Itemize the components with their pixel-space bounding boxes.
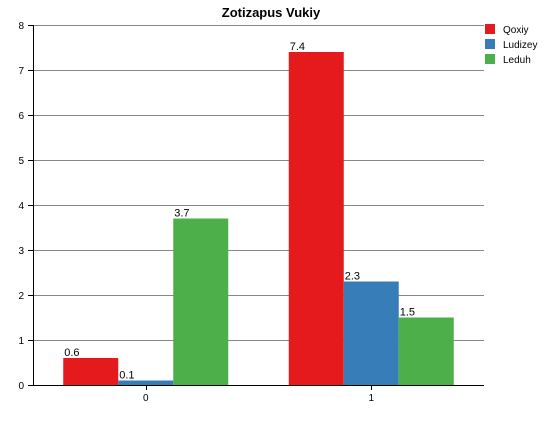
- x-tick-label-1: 1: [368, 393, 374, 404]
- chart-title: Zotizapus Vukiy: [222, 5, 321, 20]
- y-tick-label-5: 5: [18, 156, 24, 167]
- legend-label-qoxiy: Qoxiy: [503, 25, 529, 36]
- data-label-leduh-0: 3.7: [174, 208, 189, 220]
- legend: Qoxiy Ludizey Leduh: [485, 24, 537, 66]
- y-tick-label-3: 3: [18, 246, 24, 257]
- data-labels: 0.6 0.1 3.7 7.4 2.3 1.5: [64, 41, 415, 382]
- y-tick-label-4: 4: [18, 201, 24, 212]
- data-label-leduh-1: 1.5: [400, 307, 415, 319]
- x-tick-label-0: 0: [143, 393, 149, 404]
- bar-leduh-1: [398, 317, 454, 385]
- bar-ludizey-0: [118, 380, 174, 385]
- legend-swatch-ludizey: [485, 39, 495, 49]
- legend-swatch-qoxiy: [485, 24, 495, 34]
- y-tick-label-6: 6: [18, 111, 24, 122]
- data-label-ludizey-1: 2.3: [345, 271, 360, 283]
- bar-qoxiy-0: [63, 358, 119, 385]
- y-tick-label-0: 0: [18, 381, 24, 392]
- y-tick-label-1: 1: [18, 336, 24, 347]
- y-tick-label-2: 2: [18, 291, 24, 302]
- legend-swatch-leduh: [485, 54, 495, 64]
- data-label-ludizey-0: 0.1: [119, 370, 134, 382]
- y-tick-label-7: 7: [18, 66, 24, 77]
- legend-label-ludizey: Ludizey: [503, 40, 537, 51]
- bar-qoxiy-1: [288, 52, 344, 385]
- axes: 0 1 2 3 4 5 6 7 8 0 1: [18, 21, 484, 404]
- bars: [63, 52, 454, 385]
- data-label-qoxiy-1: 7.4: [290, 41, 305, 53]
- bar-ludizey-1: [343, 281, 399, 385]
- gridlines: [33, 25, 484, 341]
- y-tick-label-8: 8: [18, 21, 24, 32]
- legend-label-leduh: Leduh: [503, 55, 531, 66]
- bar-leduh-0: [173, 218, 229, 385]
- data-label-qoxiy-0: 0.6: [64, 347, 79, 359]
